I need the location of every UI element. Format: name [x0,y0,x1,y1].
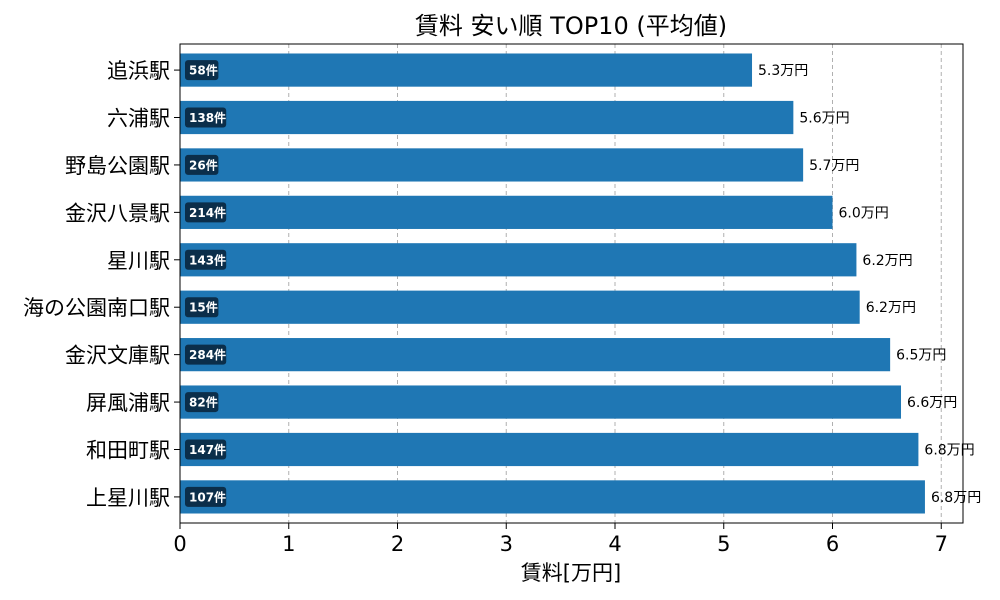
bar-value-label: 6.2万円 [866,300,916,316]
bar-value-label: 5.6万円 [799,111,849,127]
bar [180,195,833,229]
count-badge [185,249,227,270]
y-tick-label: 上星川駅 [86,486,170,510]
count-badge [185,107,227,128]
bars-group: 5.3万円 58件 5.6万円 138件 5.7万円 26件 6.0万円 214件 6.2万円 1… [180,53,981,514]
y-tick-label: 和田町駅 [86,438,170,462]
bar-value-label: 6.8万円 [924,442,974,458]
bar [180,338,891,372]
y-tick-label: 屏風浦駅 [86,391,170,415]
bar [180,290,860,324]
x-tick-label: 6 [826,532,839,556]
count-label: 214件 [189,205,226,220]
count-badge [185,60,219,81]
count-label: 138件 [189,110,226,125]
count-badge [185,297,219,318]
x-tick-label: 3 [500,532,513,556]
bar-value-label: 6.8万円 [931,490,981,506]
count-label: 143件 [189,252,226,267]
bar [180,432,919,467]
count-badge [185,439,227,460]
bar-value-label: 5.7万円 [809,158,859,174]
count-badge [185,202,227,223]
y-tick-label: 海の公園南口駅 [23,296,170,320]
x-axis-label: 賃料[万円] [521,561,621,585]
x-tick-labels: 0 1 2 3 4 5 6 7 [173,523,948,556]
count-label: 15件 [189,300,218,315]
bar [180,385,902,419]
bar [180,480,925,514]
count-label: 26件 [189,157,218,172]
bar-value-label: 6.5万円 [896,348,946,364]
count-label: 107件 [189,489,226,504]
y-tick-labels: 追浜駅六浦駅野島公園駅金沢八景駅星川駅海の公園南口駅金沢文庫駅屏風浦駅和田町駅上… [23,59,180,510]
x-tick-label: 7 [935,532,948,556]
y-tick-label: 星川駅 [107,249,170,273]
count-badge [185,486,227,507]
y-tick-label: 六浦駅 [107,107,170,131]
bar-value-label: 5.3万円 [758,63,808,79]
y-tick-label: 追浜駅 [107,59,170,83]
bar [180,243,857,277]
count-label: 147件 [189,442,226,457]
count-badge [185,392,219,413]
bar-value-label: 6.0万円 [839,205,889,221]
count-label: 58件 [189,63,218,78]
plot-frame [179,43,964,524]
bar [180,100,794,135]
count-badge [185,154,219,175]
count-label: 284件 [189,347,226,362]
count-label: 82件 [189,395,218,410]
bar-value-label: 6.6万円 [907,395,957,411]
chart-title: 賃料 安い順 TOP10 (平均値) [415,12,727,40]
x-tick-label: 0 [173,532,186,556]
x-tick-label: 5 [717,532,730,556]
bar-value-label: 6.2万円 [862,253,912,269]
y-tick-label: 金沢文庫駅 [65,344,170,368]
count-badge [185,344,227,365]
y-tick-label: 野島公園駅 [65,154,170,178]
x-tick-label: 4 [608,532,621,556]
x-tick-label: 2 [391,532,404,556]
bar [180,148,804,182]
y-tick-label: 金沢八景駅 [65,201,170,225]
x-tick-label: 1 [282,532,295,556]
bar [180,53,753,87]
